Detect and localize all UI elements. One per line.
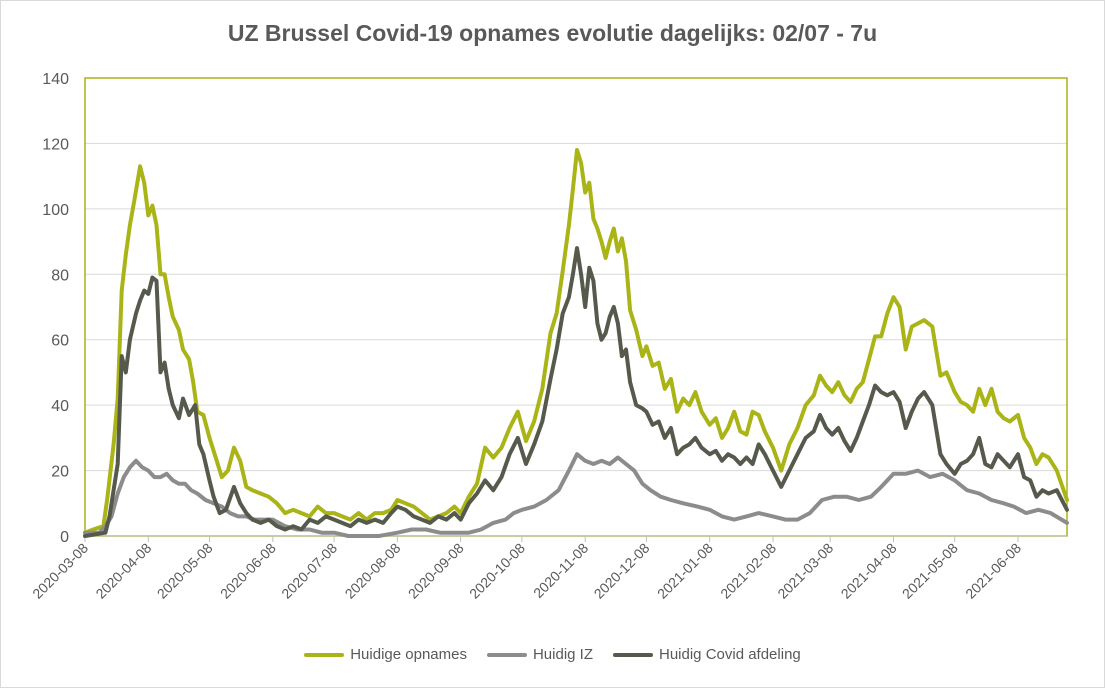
x-tick-label: 2020-11-08 <box>530 540 591 601</box>
legend-swatch-huidige-opnames <box>304 652 345 657</box>
y-tick-label: 0 <box>60 529 69 546</box>
y-tick-label: 100 <box>42 202 69 219</box>
y-tick-label: 20 <box>51 464 69 481</box>
y-tick-label: 140 <box>42 71 69 88</box>
series-line-huidig-covid-afdeling <box>83 246 1069 538</box>
x-tick-label: 2021-03-08 <box>774 540 836 602</box>
x-tick-label: 2021-04-08 <box>838 540 900 602</box>
x-tick-label: 2020-12-08 <box>591 540 653 602</box>
series-line-huidig-iz <box>83 452 1069 538</box>
legend-item-huidig-covid-afdeling: Huidig Covid afdeling <box>613 646 801 663</box>
x-tick-label: 2020-07-08 <box>278 540 340 602</box>
legend-label-huidige-opnames: Huidige opnames <box>350 646 467 663</box>
series-line-huidige-opnames <box>83 148 1069 535</box>
x-tick-label: 2021-01-08 <box>654 540 716 602</box>
x-tick-label: 2020-10-08 <box>466 540 528 602</box>
legend-swatch-huidig-covid-afdeling <box>613 652 653 657</box>
x-tick-label: 2020-05-08 <box>154 540 216 602</box>
y-tick-label: 40 <box>51 398 69 415</box>
plot-border <box>84 77 1068 537</box>
y-tick-label: 60 <box>51 333 69 350</box>
legend: Huidige opnames Huidig IZ Huidig Covid a… <box>0 646 1105 663</box>
x-tick-label: 2021-06-08 <box>962 540 1024 602</box>
x-tick-label: 2021-05-08 <box>899 540 961 602</box>
legend-label-huidig-iz: Huidig IZ <box>532 646 593 663</box>
y-tick-label: 80 <box>51 267 69 284</box>
x-tick-label: 2020-06-08 <box>217 540 279 602</box>
x-tick-label: 2020-04-08 <box>92 540 154 602</box>
x-tick-label: 2020-09-08 <box>405 540 467 602</box>
x-tick-label: 2020-03-08 <box>29 540 91 602</box>
chart-title: UZ Brussel Covid-19 opnames evolutie dag… <box>227 20 878 46</box>
legend-swatch-huidig-iz <box>486 652 527 657</box>
legend-item-huidige-opnames: Huidige opnames <box>304 646 467 663</box>
x-tick-label: 2020-08-08 <box>342 540 404 602</box>
x-tick-label: 2021-02-08 <box>717 540 779 602</box>
y-tick-label: 120 <box>42 136 69 153</box>
legend-label-huidig-covid-afdeling: Huidig Covid afdeling <box>659 646 801 663</box>
legend-item-huidig-iz: Huidig IZ <box>486 646 593 663</box>
